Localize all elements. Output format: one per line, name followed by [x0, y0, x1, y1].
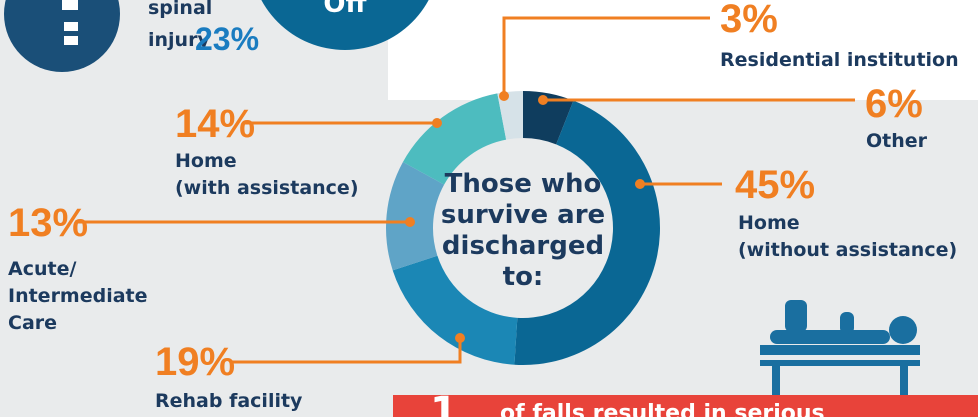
icon-circle	[4, 0, 120, 72]
value-label: 13%	[8, 201, 88, 245]
spinal-pct: 23%	[195, 21, 259, 57]
leader-line	[230, 338, 460, 362]
category-label: Other	[866, 130, 928, 152]
value-label: 14%	[175, 102, 255, 146]
spine-icon	[64, 36, 78, 45]
value-label: 6%	[865, 82, 923, 126]
leader-dot	[432, 118, 442, 128]
leader-dot	[538, 95, 548, 105]
banner-text: of falls resulted in serious	[500, 401, 825, 417]
leader-dot	[405, 217, 415, 227]
bed-icon	[760, 300, 920, 396]
donut-segment	[393, 256, 518, 365]
value-label: 3%	[720, 0, 778, 41]
spinal-label: spinal	[148, 0, 212, 19]
spine-icon	[62, 0, 78, 10]
spine-icon	[64, 22, 78, 31]
value-label: 19%	[155, 340, 235, 384]
category-label: Rehab facility	[155, 390, 303, 412]
leader-dot	[635, 179, 645, 189]
category-label: Residential institution	[720, 49, 959, 71]
leader-dot	[455, 333, 465, 343]
category-label: Home(with assistance)	[175, 150, 359, 199]
off-text: Off	[323, 0, 367, 19]
leader-dot	[499, 91, 509, 101]
infographic: Off spinal injury 23% 1 of falls resulte…	[0, 0, 978, 417]
value-label: 45%	[735, 163, 815, 207]
category-label: Home(without assistance)	[738, 212, 957, 261]
banner-number: 1	[430, 389, 458, 417]
